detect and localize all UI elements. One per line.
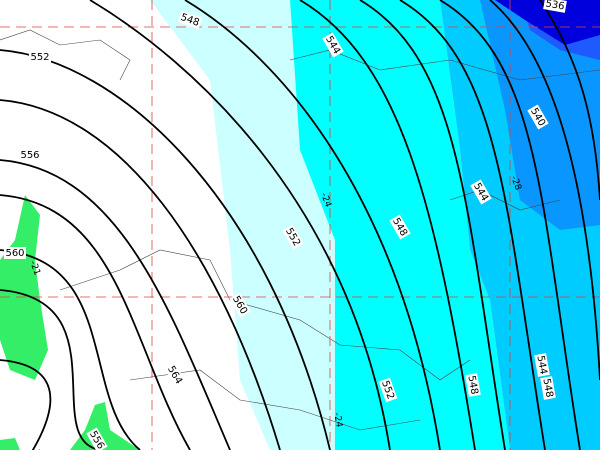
height-label: 544 [534,355,548,376]
label-background [4,247,26,259]
height-label: 548 [465,375,479,396]
label-background [29,51,51,63]
contour [89,0,391,450]
shade-darkest-blue [495,0,600,45]
contour [0,359,52,450]
contour [0,49,331,450]
contour [359,0,506,450]
contour [489,0,600,381]
temperature-label: -28 [508,175,523,192]
label-background [389,214,411,240]
label-background [527,104,549,130]
height-label: 548 [540,378,554,399]
label-background [470,179,492,205]
contour [0,289,101,450]
label-background [378,377,398,403]
label-background [543,0,567,13]
contour [299,0,476,450]
contour [0,249,141,450]
label-background [19,149,41,161]
label-background [86,427,108,450]
contour [539,0,600,201]
label-background [322,32,344,58]
label-background [540,376,556,400]
shade-green [0,195,48,380]
temperature-label: -21 [27,260,41,277]
contour [0,194,191,450]
label-background [229,292,251,318]
contour [184,0,441,450]
height-label: 560 [5,248,24,259]
label-background [534,353,550,377]
contour [0,99,281,450]
height-label: 552 [30,52,49,63]
shade-light-cyan [150,0,335,450]
label-background [465,373,481,397]
contour [0,159,231,450]
shade-green [70,402,140,450]
label-background [282,224,304,250]
label-background [164,362,186,388]
contour [399,0,546,450]
shade-green [0,438,20,450]
height-label: 556 [20,150,39,161]
height-label: 536 [545,0,566,13]
label-background [177,10,203,30]
contour [439,0,581,450]
temperature-label: -24 [331,412,343,428]
temperature-label: -24 [318,192,333,209]
